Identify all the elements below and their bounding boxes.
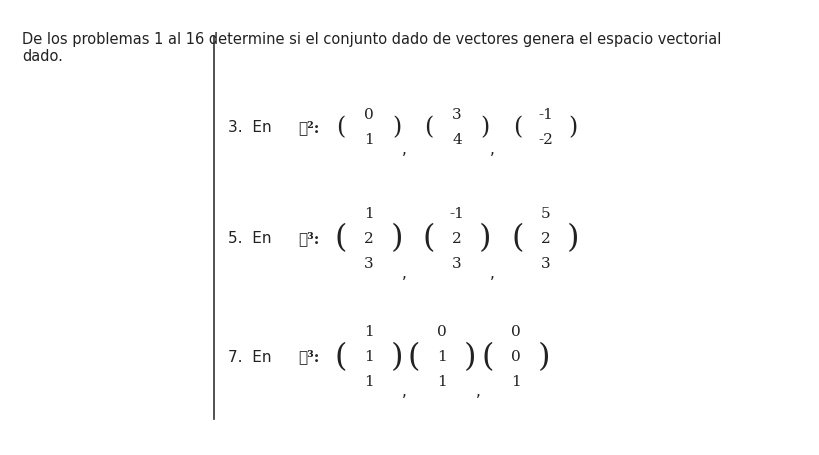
- Text: ): ): [567, 223, 579, 254]
- Text: ,: ,: [401, 266, 406, 280]
- Text: (: (: [481, 342, 494, 373]
- Text: 1: 1: [363, 133, 373, 147]
- Text: 1: 1: [437, 350, 446, 364]
- Text: -1: -1: [537, 108, 552, 122]
- Text: 2: 2: [540, 232, 550, 246]
- Text: ,: ,: [475, 384, 480, 399]
- Text: ℝ²:: ℝ²:: [298, 120, 319, 135]
- Text: 1: 1: [363, 350, 373, 364]
- Text: 2: 2: [451, 232, 461, 246]
- Text: ,: ,: [401, 142, 406, 157]
- Text: 3: 3: [364, 257, 373, 271]
- Text: 3: 3: [451, 108, 461, 122]
- Text: ,: ,: [401, 384, 406, 399]
- Text: (: (: [408, 342, 420, 373]
- Text: ): ): [478, 223, 491, 254]
- Text: 1: 1: [363, 375, 373, 389]
- Text: (: (: [512, 116, 522, 139]
- Text: ): ): [480, 116, 489, 139]
- Text: (: (: [423, 116, 433, 139]
- Text: -1: -1: [449, 207, 464, 221]
- Text: 3: 3: [540, 257, 550, 271]
- Text: (: (: [334, 342, 346, 373]
- Text: 7.  En: 7. En: [229, 350, 277, 364]
- Text: 3.  En: 3. En: [229, 120, 277, 135]
- Text: 1: 1: [363, 207, 373, 221]
- Text: ,: ,: [490, 142, 495, 157]
- Text: 1: 1: [437, 375, 446, 389]
- Text: 1: 1: [510, 375, 520, 389]
- Text: 0: 0: [437, 325, 446, 339]
- Text: -2: -2: [537, 133, 552, 147]
- Text: ): ): [390, 342, 402, 373]
- Text: 1: 1: [363, 325, 373, 339]
- Text: 5.  En: 5. En: [229, 232, 277, 246]
- Text: De los problemas 1 al 16 determine si el conjunto dado de vectores genera el esp: De los problemas 1 al 16 determine si el…: [22, 32, 721, 64]
- Text: ): ): [568, 116, 577, 139]
- Text: 4: 4: [451, 133, 461, 147]
- Text: 3: 3: [451, 257, 461, 271]
- Text: 0: 0: [510, 325, 520, 339]
- Text: 0: 0: [363, 108, 373, 122]
- Text: 2: 2: [363, 232, 373, 246]
- Text: (: (: [423, 223, 435, 254]
- Text: ℝ³:: ℝ³:: [298, 350, 319, 364]
- Text: ): ): [391, 116, 400, 139]
- Text: (: (: [510, 223, 523, 254]
- Text: ): ): [390, 223, 402, 254]
- Text: ): ): [537, 342, 550, 373]
- Text: (: (: [334, 223, 346, 254]
- Text: 0: 0: [510, 350, 520, 364]
- Text: ℝ³:: ℝ³:: [298, 232, 319, 246]
- Text: ,: ,: [490, 266, 495, 280]
- Text: ): ): [464, 342, 476, 373]
- Text: (: (: [336, 116, 345, 139]
- Text: 5: 5: [540, 207, 550, 221]
